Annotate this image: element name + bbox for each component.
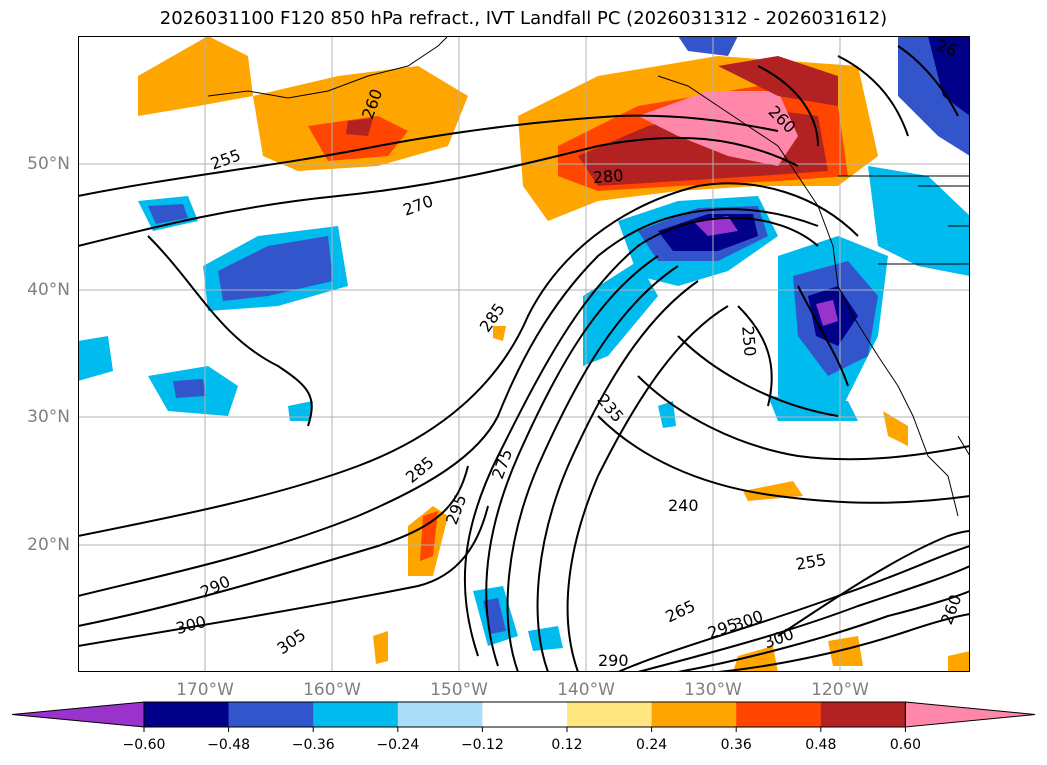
colorbar-tick-label: −0.24 <box>376 737 419 753</box>
colorbar-segment <box>736 702 822 727</box>
colorbar-segment <box>651 702 737 727</box>
colorbar-segment <box>567 702 653 727</box>
colorbar-tick-label: 0.24 <box>636 737 667 753</box>
colorbar-tick-label: −0.36 <box>292 737 335 753</box>
coastlines <box>207 36 970 517</box>
colorbar-extend-min <box>11 701 145 728</box>
longitude-label: 140°W <box>557 680 615 700</box>
colorbar-segment <box>228 702 314 727</box>
latitude-label: 50°N <box>27 154 70 174</box>
colorbar-segment <box>482 702 568 727</box>
colorbar-segment <box>313 702 399 727</box>
map-panel: 255 260 270 280 260 285 250 235 240 285 … <box>78 36 970 672</box>
longitude-label: 150°W <box>430 680 488 700</box>
colorbar-tick-label: −0.60 <box>123 737 166 753</box>
colorbar-extend-max <box>904 701 1036 728</box>
colorbar-tick-label: 0.60 <box>890 737 921 753</box>
latitude-label: 20°N <box>27 535 70 555</box>
colorbar-tick-label: −0.12 <box>461 737 504 753</box>
longitude-label: 120°W <box>811 680 869 700</box>
figure-title: 2026031100 F120 850 hPa refract., IVT La… <box>159 8 888 29</box>
colorbar-tick-label: 0.48 <box>805 737 836 753</box>
colorbar-segment <box>144 702 230 727</box>
colorbar-tick-label: 0.36 <box>721 737 752 753</box>
contour-label: 290 <box>598 651 629 670</box>
longitude-label: 130°W <box>684 680 742 700</box>
colorbar-outline <box>143 701 906 728</box>
contour-label: 240 <box>668 496 699 515</box>
contour-lines <box>78 45 970 672</box>
negative-shading <box>78 36 970 651</box>
colorbar-tick-label: 0.12 <box>551 737 582 753</box>
latitude-label: 30°N <box>27 407 70 427</box>
map-frame <box>78 36 970 672</box>
longitude-label: 160°W <box>303 680 361 700</box>
colorbar-tick-label: −0.48 <box>207 737 250 753</box>
contour-label: 280 <box>592 166 624 188</box>
contour-label: 250 <box>738 325 760 357</box>
colorbar-segment <box>820 702 906 727</box>
colorbar: −0.60 −0.48 −0.36 −0.24 −0.12 0.12 0.24 0.36 0.4… <box>11 701 1036 753</box>
longitude-label: 170°W <box>176 680 234 700</box>
colorbar-segment <box>397 702 483 727</box>
latitude-label: 40°N <box>27 280 70 300</box>
